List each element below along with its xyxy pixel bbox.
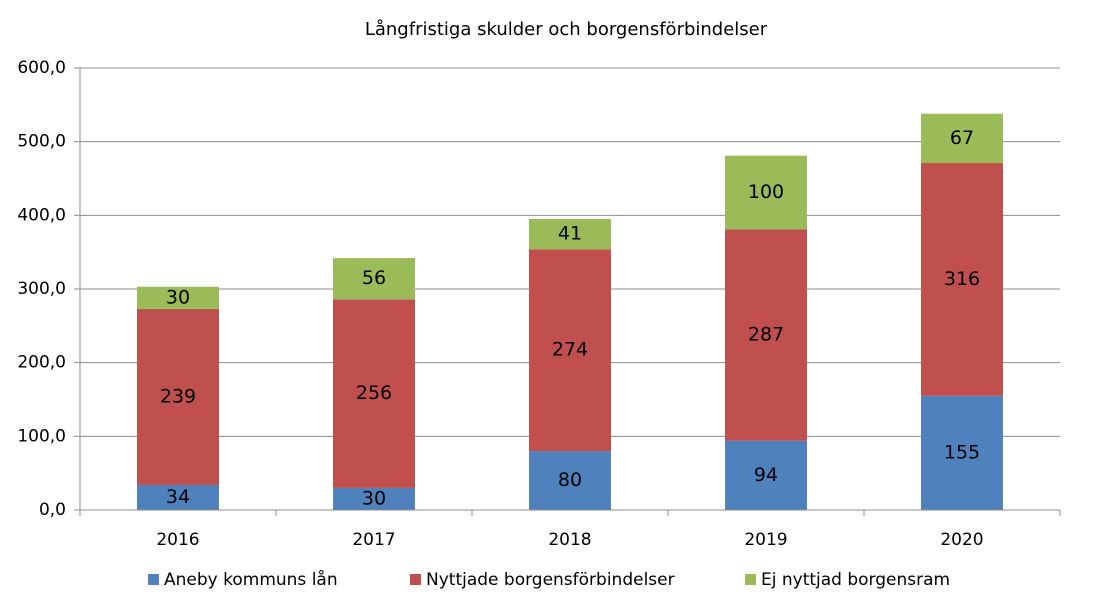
- y-tick-label: 500,0: [17, 132, 66, 152]
- data-label: 274: [552, 339, 588, 361]
- data-label: 34: [166, 486, 190, 508]
- bar-segment: [333, 487, 415, 510]
- x-tick-label: 2017: [352, 530, 395, 550]
- bar-segment: [137, 484, 219, 510]
- y-tick-label: 0,0: [39, 500, 66, 520]
- x-tick-label: 2020: [940, 530, 983, 550]
- data-label: 100: [748, 181, 784, 203]
- x-tick-label: 2019: [744, 530, 787, 550]
- x-tick-label: 2018: [548, 530, 591, 550]
- data-label: 56: [362, 267, 386, 289]
- legend-swatch: [410, 574, 421, 585]
- bar-segment: [725, 229, 807, 441]
- data-label: 41: [558, 223, 582, 245]
- y-tick-label: 200,0: [17, 353, 66, 373]
- y-tick-label: 300,0: [17, 279, 66, 299]
- bar-segment: [921, 163, 1003, 396]
- bar-segment: [333, 258, 415, 300]
- bar-segment: [921, 113, 1003, 164]
- bar-segment: [137, 286, 219, 309]
- data-label: 94: [754, 464, 778, 486]
- data-label: 239: [160, 385, 196, 407]
- legend-swatch: [745, 574, 756, 585]
- legend-label: Ej nyttjad borgensram: [761, 570, 950, 590]
- bar-segment: [921, 395, 1003, 510]
- data-label: 155: [944, 441, 980, 463]
- data-label: 80: [558, 469, 582, 491]
- bar-segment: [725, 440, 807, 510]
- data-label: 30: [166, 286, 190, 308]
- data-label: 287: [748, 324, 784, 346]
- data-label: 316: [944, 268, 980, 290]
- legend-label: Aneby kommuns lån: [164, 569, 338, 590]
- bar-segment: [137, 308, 219, 485]
- bar-segment: [529, 451, 611, 510]
- bar-segment: [529, 219, 611, 250]
- bar-segment: [333, 299, 415, 488]
- y-tick-label: 400,0: [17, 205, 66, 225]
- y-tick-label: 600,0: [17, 58, 66, 78]
- chart-title: Långfristiga skulder och borgensförbinde…: [365, 19, 768, 40]
- data-label: 256: [356, 382, 392, 404]
- bar-segment: [725, 155, 807, 230]
- y-tick-label: 100,0: [17, 426, 66, 446]
- legend-label: Nyttjade borgensförbindelser: [426, 570, 675, 590]
- data-label: 30: [362, 487, 386, 509]
- x-tick-label: 2016: [156, 530, 199, 550]
- legend-swatch: [148, 574, 159, 585]
- bar-segment: [529, 249, 611, 452]
- data-label: 67: [950, 127, 974, 149]
